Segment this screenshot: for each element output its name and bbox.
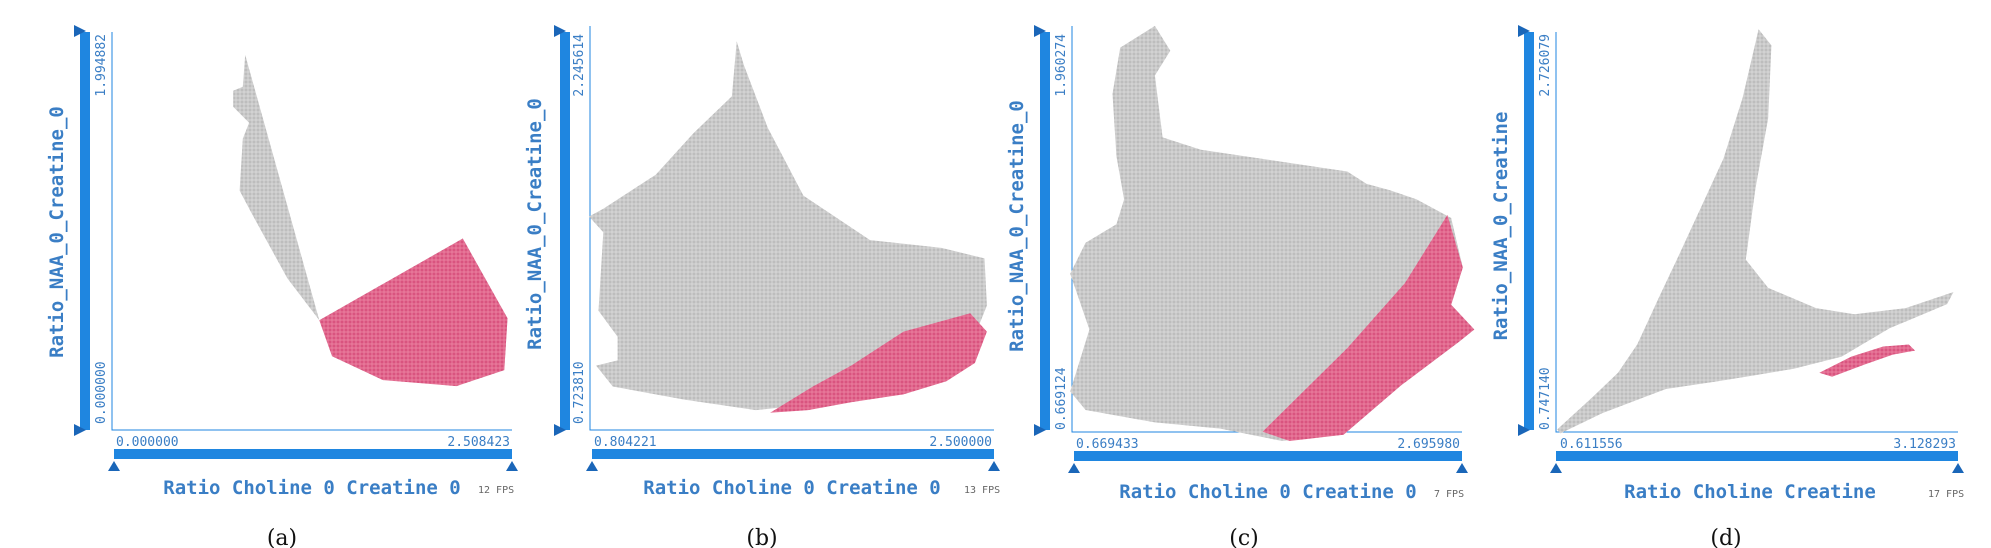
panel-caption: (d) <box>1710 526 1741 548</box>
plot-frame <box>1555 32 1958 433</box>
x-slider-handle-right[interactable] <box>506 461 518 471</box>
y-tick-max: 2.245614 <box>572 34 587 97</box>
x-tick-min: 0.000000 <box>116 435 179 450</box>
x-tick-max: 2.695980 <box>1397 437 1460 452</box>
y-slider-handle-bottom[interactable] <box>1034 424 1046 436</box>
y-slider-handle-top[interactable] <box>1518 25 1530 37</box>
x-slider-handle-right[interactable] <box>1456 463 1468 473</box>
panel-caption: (c) <box>1229 526 1259 548</box>
y-slider-handle-top[interactable] <box>74 25 86 37</box>
panel-c: 0.669433 2.695980 0.669124 1.960274 Rati… <box>1006 25 1475 548</box>
y-tick-min: 0.747140 <box>1538 367 1553 430</box>
point-cloud <box>589 41 987 411</box>
x-tick-min: 0.611556 <box>1560 437 1623 452</box>
fps-counter: 7 FPS <box>1434 489 1464 500</box>
selected-region <box>770 313 987 413</box>
panel-a: 0.000000 2.508423 0.000000 1.994882 Rati… <box>46 25 518 548</box>
x-axis-label: Ratio Choline 0 Creatine 0 <box>643 477 940 499</box>
y-tick-min: 0.723810 <box>572 361 587 424</box>
fps-counter: 17 FPS <box>1928 489 1964 500</box>
panel-caption: (b) <box>746 526 777 548</box>
y-slider-handle-bottom[interactable] <box>1518 424 1530 436</box>
x-range-slider[interactable] <box>592 449 994 459</box>
x-slider-handle-right[interactable] <box>988 461 1000 471</box>
y-tick-max: 1.960274 <box>1054 34 1069 97</box>
x-slider-handle-left[interactable] <box>1550 463 1562 473</box>
panel-d: 0.611556 3.128293 0.747140 2.726079 Rati… <box>1490 25 1964 548</box>
x-slider-handle-left[interactable] <box>1068 463 1080 473</box>
y-slider-handle-top[interactable] <box>554 25 566 37</box>
y-range-slider[interactable] <box>560 32 570 430</box>
x-tick-min: 0.804221 <box>594 435 657 450</box>
y-range-slider[interactable] <box>1040 32 1050 430</box>
x-range-slider[interactable] <box>1556 451 1958 461</box>
x-axis-label: Ratio Choline Creatine <box>1624 481 1876 503</box>
y-axis-label: Ratio_NAA_0_Creatine_0 <box>1006 100 1028 352</box>
point-cloud <box>1557 29 1954 434</box>
x-slider-handle-left[interactable] <box>586 461 598 471</box>
x-tick-max: 3.128293 <box>1893 437 1956 452</box>
y-slider-handle-bottom[interactable] <box>74 424 86 436</box>
point-cloud <box>1070 25 1475 442</box>
x-axis-label: Ratio Choline 0 Creatine 0 <box>1119 481 1416 503</box>
y-axis-label: Ratio_NAA_0_Creatine <box>1490 112 1512 341</box>
fps-counter: 13 FPS <box>964 485 1000 496</box>
y-axis-label: Ratio_NAA_0_Creatine_0 <box>46 106 68 358</box>
y-range-slider[interactable] <box>1524 32 1534 430</box>
y-slider-handle-top[interactable] <box>1034 25 1046 37</box>
y-range-slider[interactable] <box>80 32 90 430</box>
y-tick-max: 2.726079 <box>1538 34 1553 97</box>
plot-frame <box>589 26 994 431</box>
selected-region <box>1819 344 1916 377</box>
y-slider-handle-bottom[interactable] <box>554 424 566 436</box>
y-tick-min: 0.669124 <box>1054 367 1069 430</box>
x-range-slider[interactable] <box>114 449 512 459</box>
selected-region <box>1262 214 1475 441</box>
y-tick-min: 0.000000 <box>94 361 109 424</box>
panel-caption: (a) <box>267 526 297 548</box>
panel-b: 0.804221 2.500000 0.723810 2.245614 Rati… <box>524 25 1000 548</box>
x-range-slider[interactable] <box>1074 451 1462 461</box>
selected-region <box>319 238 508 387</box>
plot-frame <box>111 32 512 431</box>
y-axis-label: Ratio_NAA_0_Creatine_0 <box>524 98 546 350</box>
y-tick-max: 1.994882 <box>94 34 109 97</box>
x-tick-max: 2.508423 <box>447 435 510 450</box>
x-axis-label: Ratio Choline 0 Creatine 0 <box>163 477 460 499</box>
x-slider-handle-right[interactable] <box>1952 463 1964 473</box>
fps-counter: 12 FPS <box>478 485 514 496</box>
x-tick-min: 0.669433 <box>1076 437 1139 452</box>
x-tick-max: 2.500000 <box>929 435 992 450</box>
x-slider-handle-left[interactable] <box>108 461 120 471</box>
